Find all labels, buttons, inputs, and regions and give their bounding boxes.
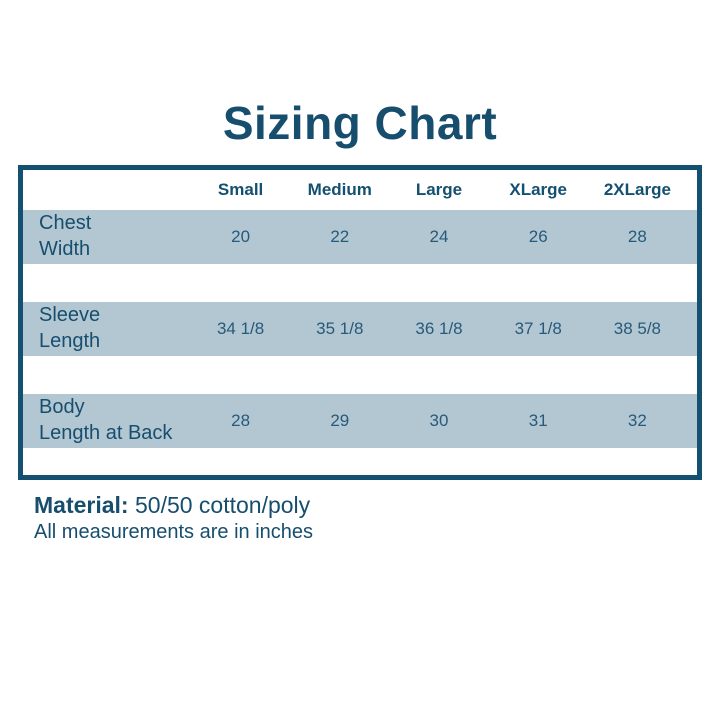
measurements-note: All measurements are in inches: [34, 521, 314, 544]
material-value: 50/50 cotton/poly: [128, 491, 311, 518]
value-cell: 38 5/8: [613, 318, 662, 338]
table-header-row: Small Medium Large XLarge 2XLarge: [23, 170, 697, 210]
row-label-line: Length: [39, 329, 101, 352]
value-cell: 32: [627, 410, 647, 430]
column-header-xlarge: XLarge: [509, 179, 568, 199]
material-line: Material: 50/50 cotton/poly: [34, 492, 720, 518]
value-cell: 26: [528, 226, 548, 246]
value-cell: 29: [330, 410, 350, 430]
page-title: Sizing Chart: [222, 97, 498, 149]
row-label-line: Body: [39, 396, 85, 418]
value-cell: 28: [627, 226, 647, 246]
table-row-body-length: Body Length at Back 28 29 30 31 32: [23, 393, 697, 448]
footer-notes: Material: 50/50 cotton/poly All measurem…: [34, 492, 720, 544]
value-cell: 30: [429, 410, 449, 430]
value-cell: 37 1/8: [514, 318, 562, 338]
row-label-line: Width: [39, 237, 91, 260]
value-cell: 31: [528, 410, 548, 430]
column-header-2xlarge: 2XLarge: [603, 179, 671, 199]
row-label-body-length: Body Length at Back: [23, 395, 191, 446]
row-label-line: Length at Back: [39, 421, 173, 444]
value-cell: 24: [429, 226, 449, 246]
column-header-small: Small: [217, 179, 264, 199]
value-cell: 28: [231, 410, 251, 430]
value-cell: 36 1/8: [415, 318, 463, 338]
value-cell: 35 1/8: [316, 318, 364, 338]
table-row-chest-width: Chest Width 20 22 24 26 28: [23, 209, 697, 264]
material-label: Material:: [34, 491, 129, 518]
value-cell: 20: [231, 226, 251, 246]
table-row-sleeve-length: Sleeve Length 34 1/8 35 1/8 36 1/8 37 1/…: [23, 301, 697, 356]
sizing-table: Small Medium Large XLarge 2XLarge Chest …: [18, 164, 702, 480]
column-header-large: Large: [415, 179, 463, 199]
row-label-sleeve-length: Sleeve Length: [23, 303, 191, 354]
column-header-medium: Medium: [307, 179, 372, 199]
row-label-line: Chest: [39, 212, 92, 234]
value-cell: 34 1/8: [216, 318, 265, 338]
row-label-line: Sleeve: [39, 304, 101, 326]
value-cell: 22: [330, 226, 350, 246]
row-label-chest-width: Chest Width: [23, 211, 191, 262]
